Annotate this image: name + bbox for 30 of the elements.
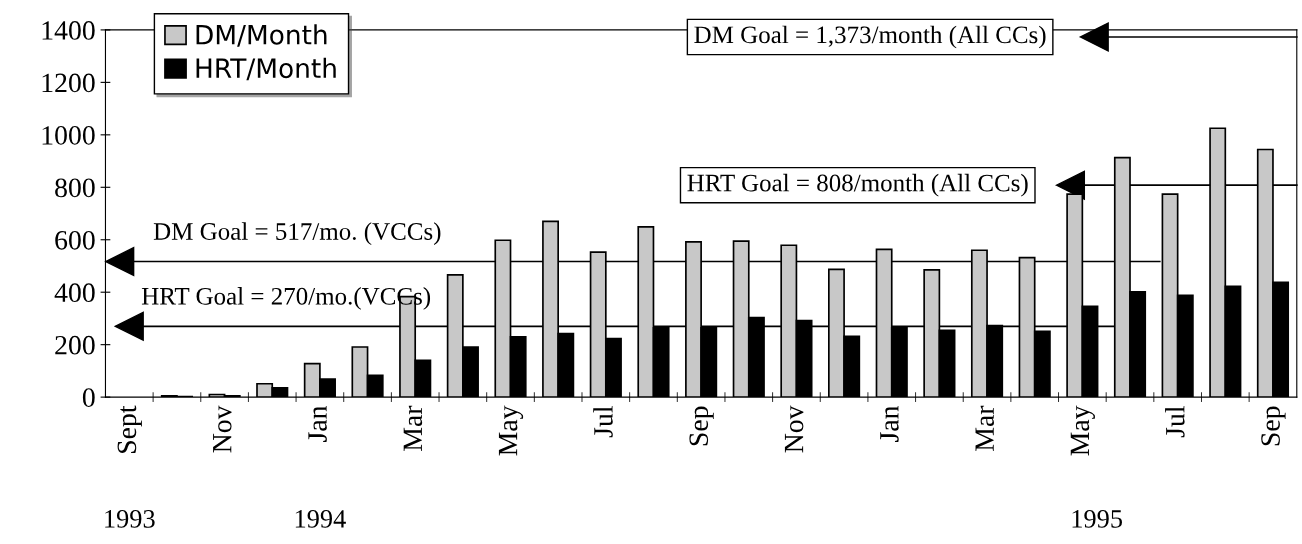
x-tick-label: Jan [880, 405, 899, 442]
legend-label: DM/Month [196, 24, 327, 47]
ref-line-label: DM Goal = 1,373/month (All CCs) [694, 25, 1046, 49]
x-tick-label: Jul [593, 406, 613, 438]
x-tick-label: Mar [975, 405, 994, 451]
y-tick-label: 800 [55, 178, 95, 198]
x-tick-label: Sep [689, 406, 714, 446]
x-tick-label: Mar [403, 405, 423, 451]
x-tick-label: Jul [1165, 406, 1185, 438]
text: 1993 [105, 510, 155, 528]
ref-line-label: DM Goal = 517/mo. (VCCs) [153, 222, 441, 245]
y-tick-label: 200 [55, 335, 95, 355]
ref-line-label: HRT Goal = 808/month (All CCs) [687, 173, 1028, 197]
x-tick-label: May [498, 405, 524, 456]
y-tick-label: 0 [82, 388, 95, 408]
x-tick-label: Nov [213, 405, 232, 453]
text: 1995 [1072, 510, 1123, 528]
y-tick-label: 1200 [42, 73, 95, 93]
x-tick-label: Sept [117, 405, 142, 453]
text: 1994 [295, 510, 346, 528]
y-tick-label: 1400 [42, 21, 95, 40]
legend-label: HRT/Month [196, 57, 336, 81]
x-tick-label: Jan [308, 405, 327, 442]
ref-line-label: HRT Goal = 270/mo.(VCCs) [141, 287, 431, 310]
y-tick-label: 600 [55, 230, 95, 250]
x-tick-label: May [1070, 405, 1095, 456]
x-tick-label: Nov [784, 405, 804, 453]
y-tick-label: 1000 [42, 126, 95, 145]
y-tick-label: 400 [54, 283, 95, 303]
x-tick-label: Sep [1261, 406, 1286, 446]
